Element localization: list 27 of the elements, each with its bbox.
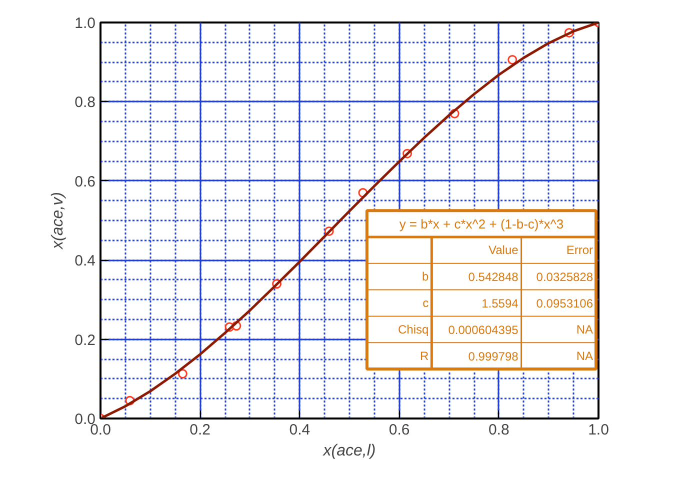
y-tick-label: 0.8 — [74, 94, 96, 112]
y-tick-label: 0.4 — [74, 252, 96, 270]
y-tick-label: 1.0 — [74, 15, 96, 32]
x-tick-label: 0.4 — [289, 422, 310, 438]
annotation: 0.0953106 — [536, 296, 594, 310]
y-axis-title: x(ace,v) — [50, 192, 67, 250]
x-tick-label: 0.2 — [190, 422, 211, 438]
annotation: b — [422, 270, 430, 284]
annotation: 0.000604395 — [448, 322, 519, 337]
x-axis-title: x(ace,l) — [322, 442, 376, 460]
annotation: 0.0325828 — [536, 270, 594, 284]
annotation: Chisq — [398, 322, 429, 336]
annotation: R — [420, 348, 430, 363]
annotation: NA — [576, 322, 594, 336]
x-tick-label: 0.8 — [488, 422, 510, 438]
y-tick-label: 0.2 — [74, 332, 96, 349]
x-tick-label: 1.0 — [588, 422, 609, 438]
annotation: 0.999798 — [468, 349, 519, 364]
annotation: 0.542848 — [468, 270, 519, 284]
x-tick-label: 0.6 — [388, 422, 410, 438]
annotation: NA — [576, 348, 594, 363]
annotation: c — [422, 296, 429, 310]
annotation: Value — [488, 243, 519, 258]
annotation: y = b*x + c*x^2 + (1-b-c)*x^3 — [399, 216, 564, 232]
annotation: 1.5594 — [482, 296, 519, 310]
annotation: Error — [566, 243, 594, 258]
y-tick-label: 0.6 — [74, 173, 96, 190]
